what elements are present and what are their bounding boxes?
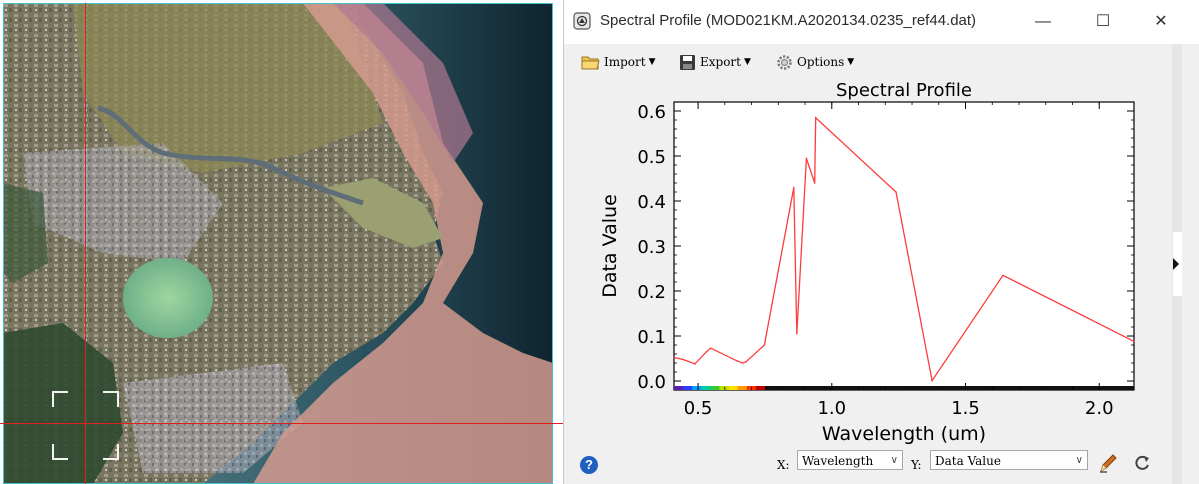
y-tick-label: 0.3 (637, 237, 666, 258)
spectral-profile-chart[interactable]: Spectral Profile 0.0 0.1 0.2 0.3 0.4 0.5 0.6 0.5… (564, 78, 1174, 448)
y-axis-selector-label: Y: (911, 458, 922, 472)
spectrum-bar-segment (683, 386, 693, 390)
x-tick-label: 1.0 (817, 398, 846, 419)
minimize-button[interactable]: — (1035, 13, 1051, 30)
x-axis-label: Wavelength (um) (822, 423, 986, 445)
maximize-button[interactable]: ☐ (1095, 13, 1111, 30)
plot-area[interactable]: Spectral Profile 0.0 0.1 0.2 0.3 0.4 0.5 0.6 0.5… (564, 78, 1174, 448)
data-point (814, 116, 817, 119)
x-axis-select[interactable]: Wavelength ∨ (797, 450, 903, 470)
options-label: Options (797, 55, 845, 69)
chart-title: Spectral Profile (836, 80, 972, 101)
zoom-box-corner-top-right (103, 391, 119, 407)
expand-arrow-icon[interactable] (1173, 258, 1179, 270)
app-icon (573, 12, 591, 30)
y-tick-label: 0.0 (637, 372, 666, 393)
folder-icon (581, 56, 600, 69)
spectrum-bar-segment (737, 386, 748, 390)
spectrum-bar-segment (755, 386, 766, 390)
spectrum-bar-infrared (764, 386, 1134, 390)
export-menu-button[interactable]: Export ▼ (679, 52, 751, 72)
close-button[interactable]: ✕ (1154, 13, 1168, 30)
zoom-box-corner-top-left (52, 391, 68, 407)
spectrum-bar-segment (701, 386, 711, 390)
bottom-bar: ? X: Wavelength ∨ Y: Data Value ∨ (564, 448, 1174, 480)
pencil-icon[interactable] (1097, 452, 1119, 474)
y-tick-label: 0.4 (637, 192, 666, 213)
data-point (793, 186, 795, 189)
import-label: Import (604, 55, 646, 69)
crosshair-vertical-line[interactable] (85, 3, 86, 484)
zoom-box-corner-bottom-right (103, 444, 119, 460)
refresh-icon[interactable] (1132, 453, 1152, 473)
data-point (741, 362, 744, 364)
spectrum-bar-segment (719, 386, 730, 390)
x-axis-selector-label: X: (777, 458, 790, 472)
caret-down-icon: ▼ (744, 57, 751, 67)
plot-frame (673, 101, 1135, 391)
zoom-box-corner-bottom-left (52, 444, 68, 460)
data-point (1002, 274, 1004, 277)
data-point (682, 358, 684, 361)
data-point (1133, 340, 1135, 343)
import-menu-button[interactable]: Import ▼ (581, 52, 656, 72)
y-tick-label: 0.5 (637, 147, 666, 168)
y-axis-label: Data Value (599, 194, 621, 298)
title-bar[interactable]: Spectral Profile (MOD021KM.A2020134.0235… (564, 0, 1199, 44)
x-tick-label: 2.0 (1085, 398, 1114, 419)
y-tick-label: 0.1 (637, 327, 666, 348)
data-point (709, 347, 712, 349)
x-tick-label: 0.5 (684, 398, 713, 419)
y-tick-label: 0.6 (637, 102, 666, 123)
spectrum-bar-segment (710, 386, 720, 390)
gear-icon (777, 54, 792, 70)
spectrum-bar-segment (674, 386, 684, 390)
caret-down-icon: ▼ (847, 57, 855, 67)
data-point (694, 363, 696, 365)
help-icon[interactable]: ? (580, 456, 598, 474)
x-tick-label: 1.5 (951, 398, 980, 419)
window-title: Spectral Profile (MOD021KM.A2020134.0235… (600, 12, 977, 29)
toolbar: Import ▼ Export ▼ Options ▼ (564, 46, 1174, 78)
data-point (795, 332, 798, 335)
y-axis-select-value: Data Value (935, 454, 1001, 468)
spectrum-bar-segment (728, 386, 739, 390)
data-point (673, 356, 676, 359)
caret-down-icon: ▼ (648, 57, 656, 67)
data-point (813, 182, 816, 184)
export-label: Export (700, 55, 741, 69)
options-menu-button[interactable]: Options ▼ (776, 52, 854, 72)
data-point (931, 379, 933, 382)
data-point (805, 157, 808, 160)
chevron-down-icon: ∨ (1075, 455, 1083, 466)
x-axis-select-value: Wavelength (802, 454, 874, 468)
chevron-down-icon: ∨ (890, 455, 898, 466)
data-point (744, 361, 747, 363)
spectral-profile-series-line[interactable] (674, 116, 1135, 383)
spectral-profile-window: Spectral Profile (MOD021KM.A2020134.0235… (563, 0, 1199, 484)
y-axis-select[interactable]: Data Value ∨ (930, 450, 1088, 470)
satellite-image (3, 3, 553, 484)
data-point (736, 359, 738, 362)
data-point (763, 344, 766, 346)
data-point (705, 350, 708, 353)
save-disk-icon (680, 54, 695, 70)
satellite-image-view[interactable] (3, 3, 553, 484)
y-tick-label: 0.2 (637, 282, 666, 303)
spectrum-bar-segment (692, 386, 702, 390)
data-point (895, 191, 897, 193)
